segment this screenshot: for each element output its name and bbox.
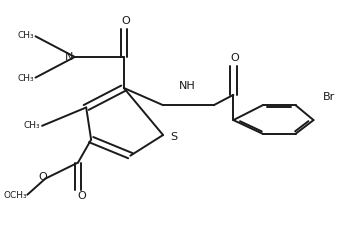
Text: O: O bbox=[231, 53, 239, 63]
Text: S: S bbox=[170, 132, 177, 142]
Text: CH₃: CH₃ bbox=[24, 121, 40, 130]
Text: N: N bbox=[65, 52, 73, 62]
Text: NH: NH bbox=[179, 81, 196, 91]
Text: CH₃: CH₃ bbox=[17, 74, 34, 83]
Text: CH₃: CH₃ bbox=[17, 31, 34, 40]
Text: O: O bbox=[77, 191, 86, 201]
Text: O: O bbox=[38, 173, 47, 182]
Text: Br: Br bbox=[323, 92, 336, 102]
Text: O: O bbox=[121, 16, 130, 26]
Text: OCH₃: OCH₃ bbox=[3, 191, 27, 200]
